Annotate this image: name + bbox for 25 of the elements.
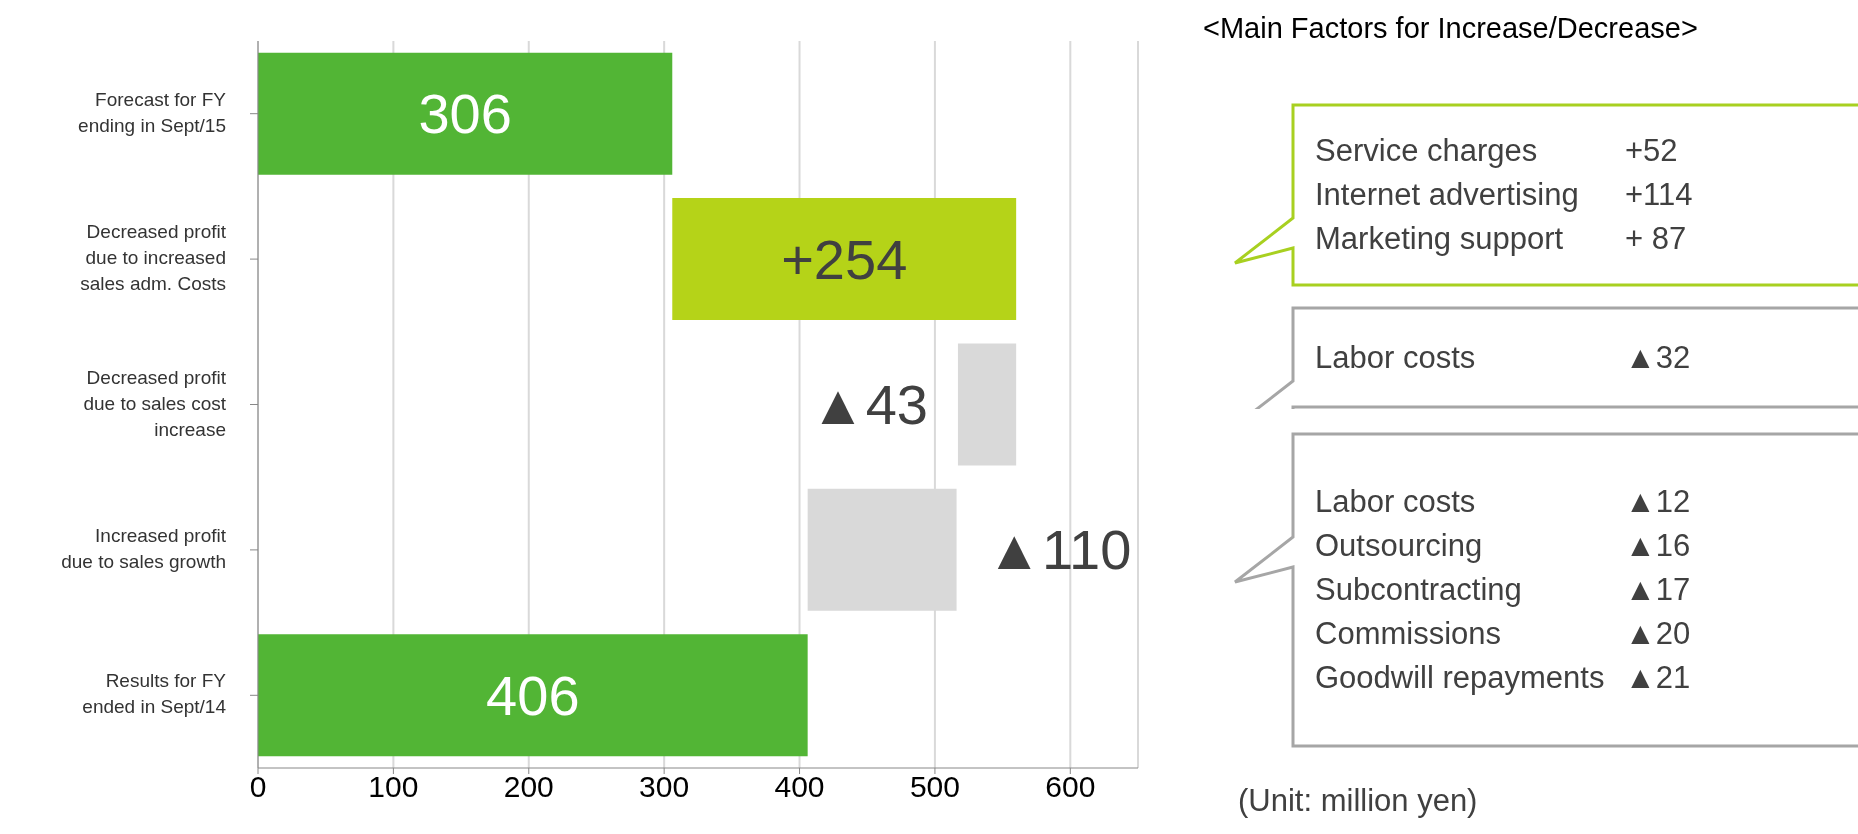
y-tick-label: Decreased profit due to sales cost increase xyxy=(83,366,227,440)
y-tick-label: Increased profit due to sales growth xyxy=(61,524,227,572)
x-tick-label: 200 xyxy=(503,770,554,804)
bar xyxy=(957,343,1017,466)
x-tick-label: 0 xyxy=(249,770,267,804)
speech-bubble: Labor costs ▲12 Outsourcing ▲16 Subcontracting ▲17 Commissions ▲20 Goodwill repayments ▲21 xyxy=(1233,432,1858,748)
x-tick-label: 100 xyxy=(368,770,419,804)
speech-bubble: Service charges +52 Internet advertising +114 Marketing support + 87 xyxy=(1233,103,1858,287)
text: <Main Factors for Increase/Decrease> xyxy=(1203,12,1698,45)
x-tick-label: 500 xyxy=(909,770,960,804)
bar xyxy=(672,198,1017,321)
data-label: 406 xyxy=(486,663,580,727)
text: (Unit: million yen) xyxy=(1238,783,1478,819)
x-tick-label: 400 xyxy=(774,770,825,804)
data-label: 306 xyxy=(418,82,512,146)
y-tick-label: Results for FY ended in Sept/14 xyxy=(82,670,227,718)
data-label: +254 xyxy=(781,227,908,291)
x-tick-label: 300 xyxy=(639,770,690,804)
data-label: ▲110 xyxy=(986,518,1132,582)
bar xyxy=(258,634,808,757)
y-tick-label: Forecast for FY ending in Sept/15 xyxy=(78,88,227,136)
data-label: ▲43 xyxy=(810,372,928,436)
x-tick-label: 600 xyxy=(1045,770,1096,804)
bar xyxy=(258,52,673,175)
y-tick-label: Decreased profit due to increased sales adm. Costs xyxy=(80,221,227,295)
